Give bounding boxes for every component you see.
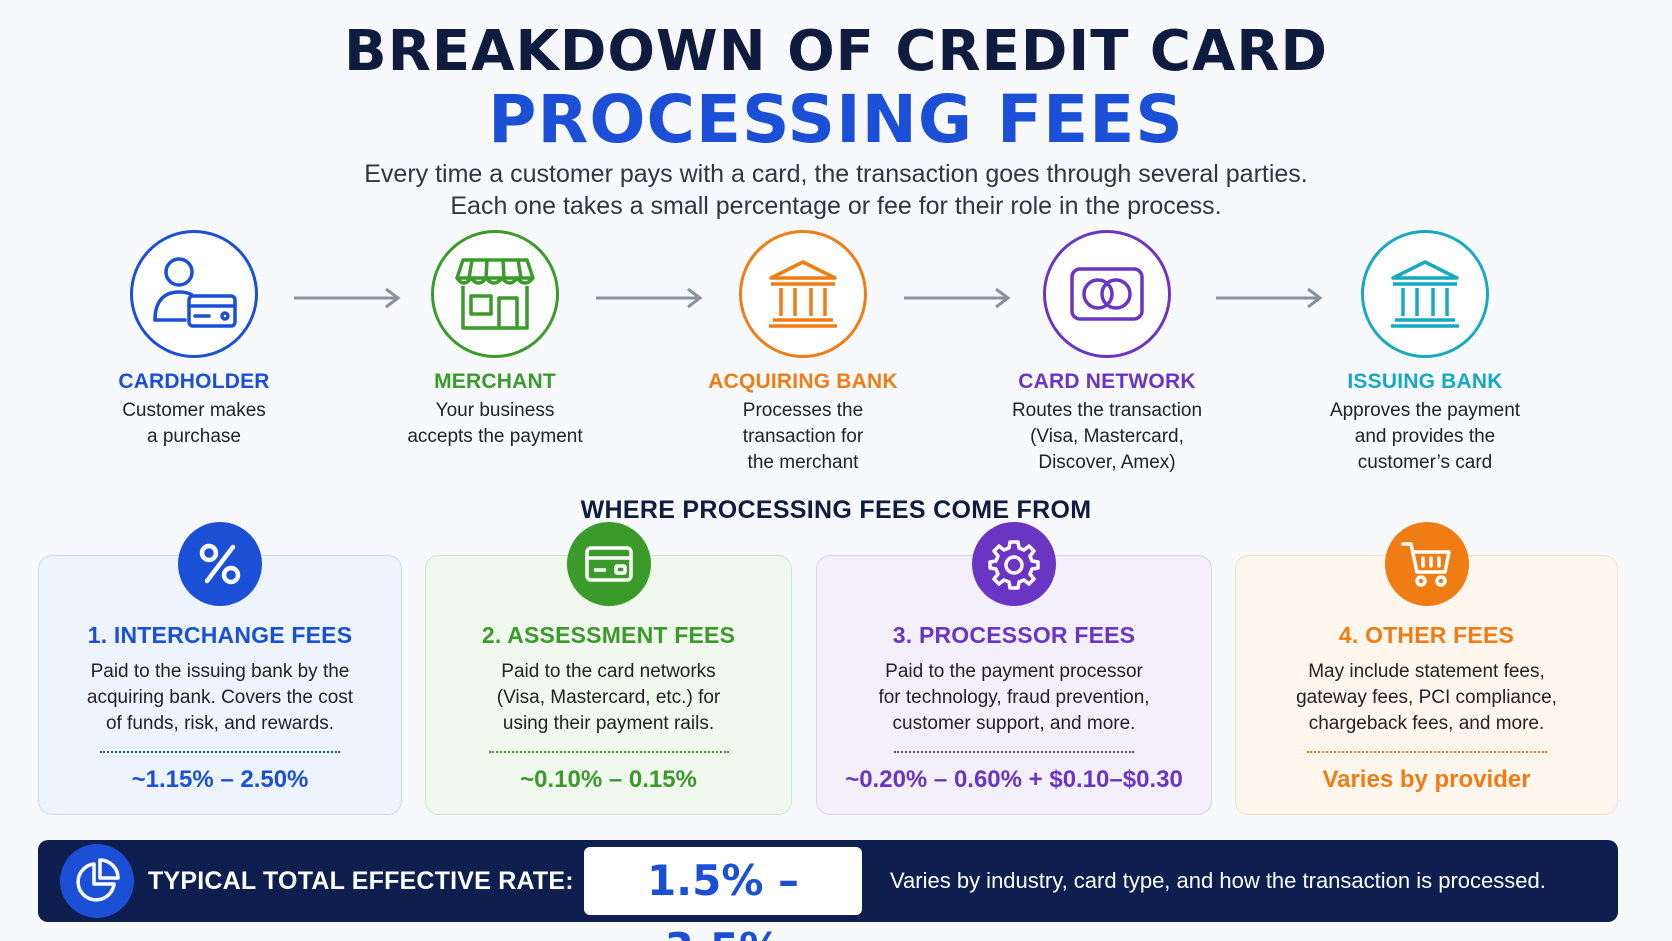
credit-card-icon xyxy=(566,522,651,606)
flow-step-title: CARDHOLDER xyxy=(118,370,270,393)
divider xyxy=(100,751,340,753)
desc-line: customer support, and more. xyxy=(892,713,1136,734)
fee-card-title: 3. PROCESSOR FEES xyxy=(892,622,1136,648)
fee-card-value: Varies by provider xyxy=(1322,766,1531,793)
fee-card-title: 4. OTHER FEES xyxy=(1338,622,1515,648)
percent-icon xyxy=(178,522,262,606)
flow-step-cardholder: CARDHOLDER Customer makes a purchase xyxy=(54,230,334,450)
fee-card-value: ~0.20% – 0.60% + $0.10–$0.30 xyxy=(845,766,1183,793)
desc-line: Your business xyxy=(435,400,555,421)
desc-line: chargeback fees, and more. xyxy=(1308,713,1545,734)
desc-line: Processes the xyxy=(742,400,864,421)
fee-card-processor: 3. PROCESSOR FEES Paid to the payment pr… xyxy=(816,522,1212,815)
pie-chart-icon xyxy=(60,844,134,918)
desc-line: for technology, fraud prevention, xyxy=(878,687,1150,708)
page-title-line2: PROCESSING FEES xyxy=(488,81,1184,158)
fee-card-value: ~1.15% – 2.50% xyxy=(131,766,309,793)
desc-line: using their payment rails. xyxy=(502,713,715,734)
fee-card-desc: May include statement fees, gateway fees… xyxy=(1236,659,1617,737)
fee-card-desc: Paid to the payment processor for techno… xyxy=(817,659,1211,737)
desc-line: Paid to the payment processor xyxy=(885,661,1143,682)
flow-step-desc: Your business accepts the payment xyxy=(355,398,635,450)
flow-step-card-network: CARD NETWORK Routes the transaction (Vis… xyxy=(967,230,1247,476)
subtitle-line2: Each one takes a small percentage or fee… xyxy=(450,192,1222,220)
fee-card-other: 4. OTHER FEES May include statement fees… xyxy=(1235,522,1618,815)
arrow-right-icon xyxy=(596,287,703,309)
gear-icon xyxy=(972,522,1056,606)
subtitle-line1: Every time a customer pays with a card, … xyxy=(364,160,1308,188)
fee-card-interchange: 1. INTERCHANGE FEES Paid to the issuing … xyxy=(38,522,402,815)
flow-step-title: ACQUIRING BANK xyxy=(708,370,898,393)
desc-line: gateway fees, PCI compliance, xyxy=(1296,687,1557,708)
fee-card-title: 1. INTERCHANGE FEES xyxy=(87,622,353,648)
desc-line: (Visa, Mastercard, etc.) for xyxy=(496,687,721,708)
desc-line: Paid to the card networks xyxy=(501,661,716,682)
flow-step-merchant: MERCHANT Your business accepts the payme… xyxy=(355,230,635,450)
arrow-right-icon xyxy=(294,287,401,309)
flow-step-issuing-bank: ISSUING BANK Approves the payment and pr… xyxy=(1285,230,1565,476)
fee-card-title: 2. ASSESSMENT FEES xyxy=(481,622,736,648)
desc-line: the merchant xyxy=(747,452,859,473)
divider xyxy=(894,751,1134,753)
shopping-cart-icon xyxy=(1384,522,1469,606)
flow-step-title: MERCHANT xyxy=(434,370,556,393)
effective-rate-value: 1.5% – 3.5% xyxy=(584,847,862,941)
cardholder-icon xyxy=(130,230,258,358)
flow-step-acquiring-bank: ACQUIRING BANK Processes the transaction… xyxy=(663,230,943,476)
desc-line: Paid to the issuing bank by the xyxy=(90,661,350,682)
fee-card-assessment: 2. ASSESSMENT FEES Paid to the card netw… xyxy=(425,522,792,815)
fee-card-desc: Paid to the issuing bank by the acquirin… xyxy=(39,659,401,737)
flow-step-title: CARD NETWORK xyxy=(1018,370,1196,393)
card-network-icon xyxy=(1043,230,1171,358)
desc-line: and provides the xyxy=(1354,426,1496,447)
flow-step-desc: Approves the payment and provides the cu… xyxy=(1285,398,1565,476)
fee-card-desc: Paid to the card networks (Visa, Masterc… xyxy=(426,659,791,737)
desc-line: Customer makes xyxy=(122,400,266,421)
effective-rate-note: Varies by industry, card type, and how t… xyxy=(890,868,1546,893)
page-subtitle: Every time a customer pays with a card, … xyxy=(0,158,1672,222)
flow-step-title: ISSUING BANK xyxy=(1347,370,1503,393)
desc-line: customer’s card xyxy=(1357,452,1493,473)
desc-line: transaction for xyxy=(742,426,864,447)
desc-line: (Visa, Mastercard, xyxy=(1030,426,1184,447)
divider xyxy=(1306,751,1547,753)
desc-line: a purchase xyxy=(146,426,241,447)
payment-flow: CARDHOLDER Customer makes a purchase MER… xyxy=(0,230,1672,480)
page-title-line1: BREAKDOWN OF CREDIT CARD xyxy=(344,19,1328,84)
bank-icon xyxy=(1361,230,1489,358)
fee-card-value: ~0.10% – 0.15% xyxy=(520,766,697,793)
flow-step-desc: Routes the transaction (Visa, Mastercard… xyxy=(967,398,1247,476)
bank-icon xyxy=(739,230,867,358)
arrow-right-icon xyxy=(1216,287,1323,309)
storefront-icon xyxy=(431,230,559,358)
effective-rate-banner: TYPICAL TOTAL EFFECTIVE RATE: 1.5% – 3.5… xyxy=(38,840,1618,941)
desc-line: Routes the transaction xyxy=(1011,400,1203,421)
flow-step-desc: Customer makes a purchase xyxy=(54,398,334,450)
desc-line: Discover, Amex) xyxy=(1038,452,1176,473)
effective-rate-label: TYPICAL TOTAL EFFECTIVE RATE: xyxy=(148,867,574,895)
desc-line: accepts the payment xyxy=(407,426,583,447)
divider xyxy=(488,751,729,753)
desc-line: May include statement fees, xyxy=(1308,661,1545,682)
section-title: WHERE PROCESSING FEES COME FROM xyxy=(580,496,1092,524)
desc-line: Approves the payment xyxy=(1329,400,1521,421)
desc-line: of funds, risk, and rewards. xyxy=(105,713,335,734)
desc-line: acquiring bank. Covers the cost xyxy=(86,687,354,708)
arrow-right-icon xyxy=(904,287,1011,309)
flow-step-desc: Processes the transaction for the mercha… xyxy=(663,398,943,476)
